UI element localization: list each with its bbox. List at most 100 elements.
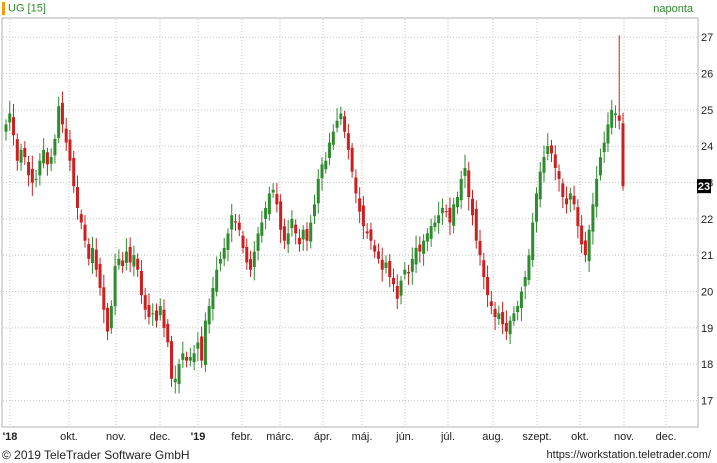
candle-body bbox=[12, 117, 16, 136]
candle-body bbox=[4, 124, 8, 132]
x-axis: '18 okt. nov. dec. '19 febr. márc. ápr. máj. jún.… bbox=[3, 431, 677, 443]
candle-body bbox=[313, 204, 316, 217]
y-tick-label: 21 bbox=[701, 250, 713, 262]
brand-part2: WorkStation bbox=[106, 30, 209, 49]
candle-body bbox=[572, 195, 576, 205]
candle-body bbox=[158, 306, 162, 316]
candle-body bbox=[463, 167, 467, 176]
candle-body bbox=[185, 356, 189, 361]
candle-body bbox=[38, 160, 42, 176]
candle-body bbox=[222, 247, 226, 259]
candle-body bbox=[252, 251, 256, 268]
candle-body bbox=[124, 251, 128, 263]
candle-body bbox=[587, 229, 591, 262]
candle-body bbox=[102, 287, 106, 310]
candle-body bbox=[113, 266, 117, 307]
candle-body bbox=[42, 149, 46, 164]
candle-body bbox=[154, 310, 158, 321]
candle-body bbox=[192, 353, 196, 363]
candle-body bbox=[139, 271, 143, 296]
candle-body bbox=[109, 306, 113, 329]
candle-body bbox=[602, 142, 606, 153]
candle-body bbox=[106, 307, 110, 332]
candle-body bbox=[215, 269, 219, 292]
candle-body bbox=[328, 142, 332, 158]
candle-body bbox=[279, 201, 283, 230]
brand-watermark: TeleTrader WorkStation bbox=[13, 24, 215, 55]
candle-body bbox=[267, 193, 271, 215]
y-tick-label: 24 bbox=[701, 141, 713, 153]
candle-body bbox=[455, 197, 459, 208]
x-tick-label: ápr. bbox=[314, 431, 332, 443]
vertical-grid bbox=[9, 19, 667, 426]
symbol-label[interactable]: UG [15] bbox=[2, 2, 46, 15]
candle-body bbox=[264, 207, 268, 219]
y-tick-label: 20 bbox=[701, 287, 713, 299]
candle-body bbox=[230, 215, 234, 230]
candle-body bbox=[395, 285, 399, 299]
candle-body bbox=[177, 364, 181, 385]
candle-body bbox=[388, 261, 392, 278]
candle-body bbox=[346, 133, 350, 150]
candle-body bbox=[542, 157, 546, 173]
candle-body bbox=[136, 258, 140, 270]
candle-body bbox=[339, 113, 343, 120]
candle-body bbox=[373, 245, 377, 252]
candle-body bbox=[316, 178, 320, 204]
source-url[interactable]: https://workstation.teletrader.com/ bbox=[546, 449, 711, 461]
candle-body bbox=[121, 260, 125, 267]
brand-part1: TeleTrader bbox=[19, 30, 102, 49]
candle-body bbox=[407, 272, 411, 274]
candle-body bbox=[519, 291, 523, 309]
candle-body bbox=[294, 224, 298, 234]
candle-body bbox=[512, 313, 516, 322]
candle-body bbox=[410, 258, 414, 272]
accent-marker bbox=[2, 2, 5, 15]
candle-body bbox=[568, 193, 572, 200]
candle-body bbox=[68, 139, 72, 161]
x-tick-label: júl. bbox=[440, 431, 455, 443]
candle-body bbox=[343, 116, 347, 132]
period-label[interactable]: naponta bbox=[653, 3, 693, 15]
candle-body bbox=[200, 336, 204, 361]
candle-body bbox=[433, 222, 437, 227]
candle-body bbox=[132, 255, 136, 267]
candle-body bbox=[233, 221, 237, 223]
candle-body bbox=[57, 106, 61, 138]
candle-body bbox=[335, 120, 339, 128]
candle-body bbox=[301, 229, 305, 240]
y-tick-label: 18 bbox=[701, 359, 713, 371]
candle-body bbox=[399, 280, 403, 296]
candle-body bbox=[471, 198, 475, 216]
candle-body bbox=[188, 356, 192, 361]
last-value-label: 23 bbox=[698, 181, 710, 193]
candle-body bbox=[34, 178, 38, 181]
candle-body bbox=[170, 341, 174, 379]
candle-body bbox=[595, 178, 599, 207]
candle-body bbox=[260, 222, 264, 236]
horizontal-grid bbox=[3, 36, 697, 402]
candle-body bbox=[538, 171, 542, 200]
candle-body bbox=[448, 207, 452, 223]
candle-body bbox=[365, 231, 369, 234]
candle-body bbox=[49, 157, 53, 164]
candle-body bbox=[151, 313, 155, 315]
y-tick-label: 25 bbox=[701, 105, 713, 117]
candle-body bbox=[162, 309, 166, 328]
candle-body bbox=[350, 147, 354, 172]
candle-body bbox=[275, 194, 279, 205]
candle-body bbox=[621, 123, 625, 187]
candle-body bbox=[550, 145, 554, 154]
candle-body bbox=[256, 233, 260, 251]
candle-body bbox=[425, 233, 429, 242]
candle-body bbox=[358, 198, 362, 212]
candle-body bbox=[501, 312, 505, 325]
candle-body bbox=[376, 251, 380, 259]
candle-body bbox=[617, 115, 621, 121]
candle-body bbox=[282, 226, 286, 241]
candle-body bbox=[380, 259, 384, 270]
candle-body bbox=[320, 164, 324, 178]
candle-body bbox=[98, 263, 102, 288]
